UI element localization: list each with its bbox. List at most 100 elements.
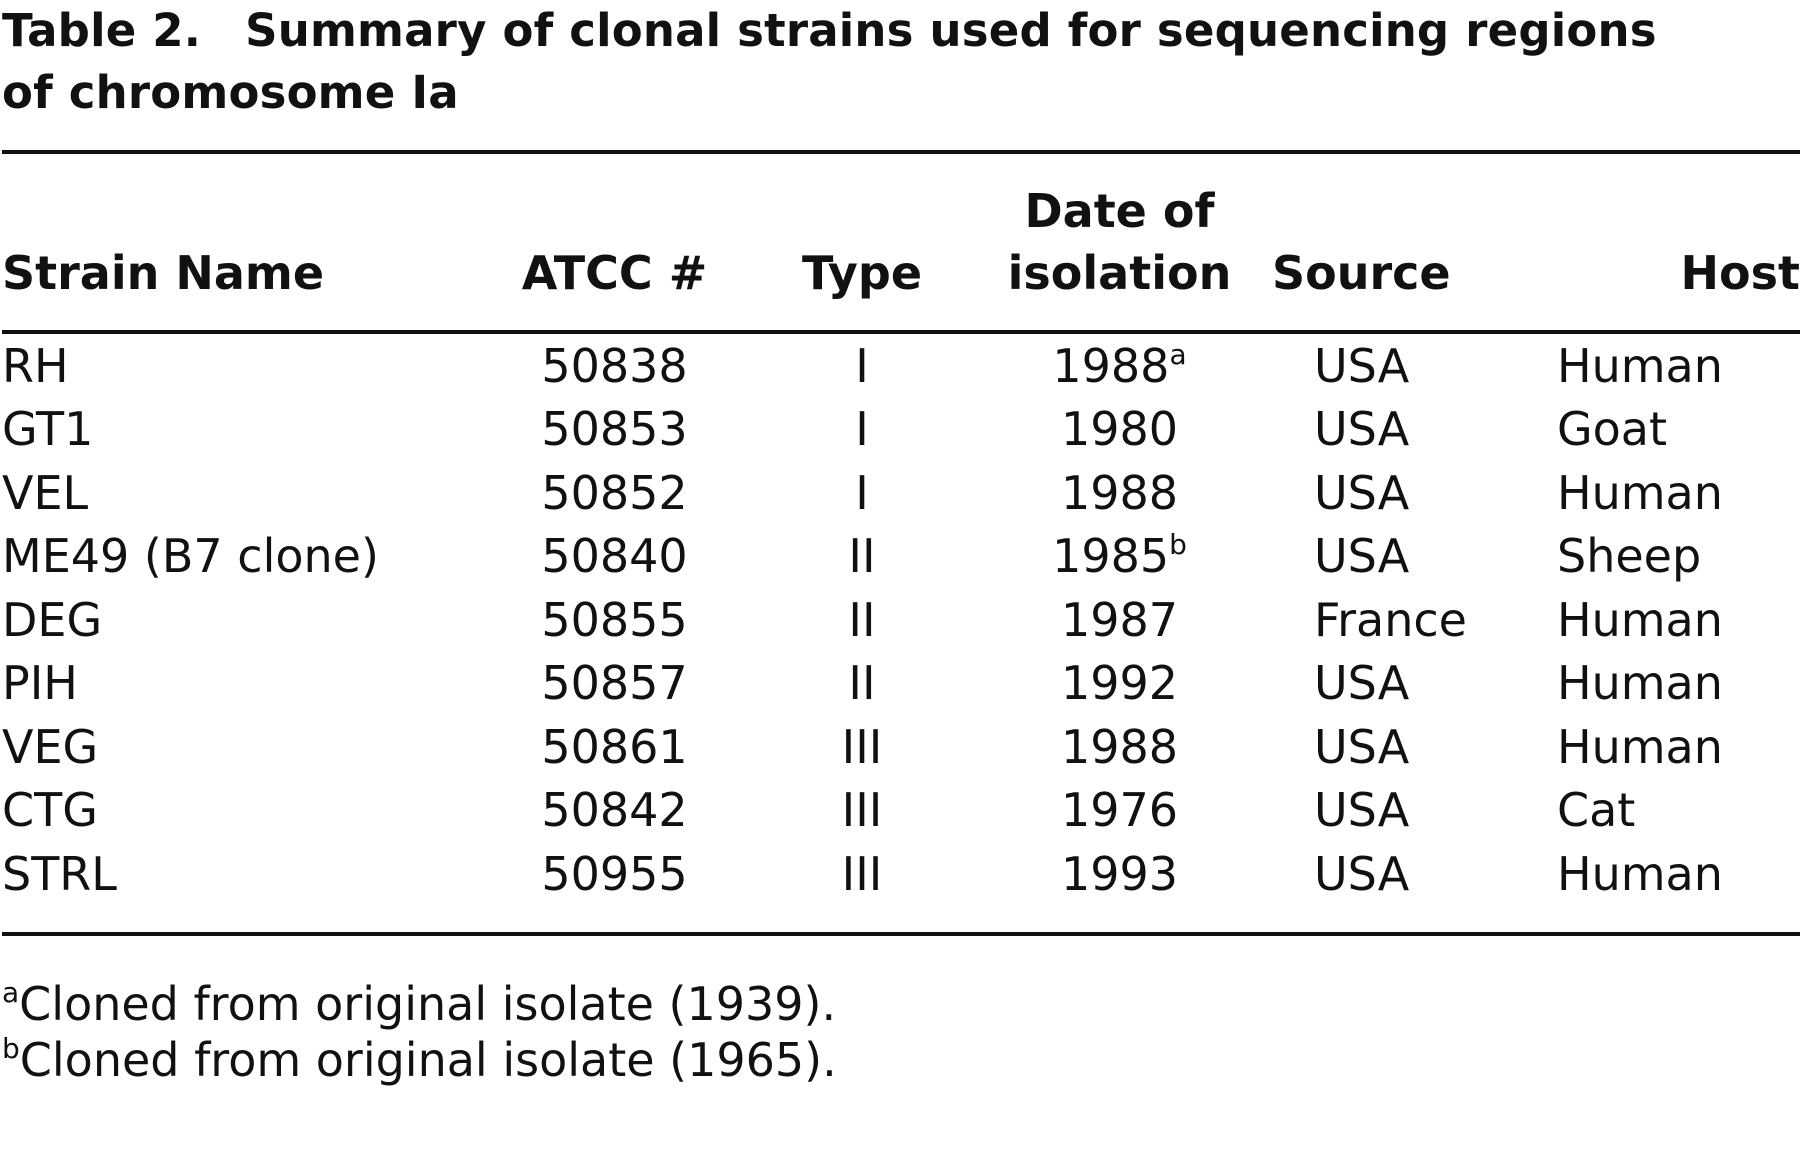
cell-host-value: Sheep [1557, 529, 1702, 584]
cell-type-value: II [848, 592, 876, 647]
cell-date-of-isolation: 1988 [967, 461, 1272, 525]
cell-source-value: USA [1314, 529, 1410, 584]
cell-date-of-isolation: 1980 [967, 398, 1272, 462]
cell-date-of-isolation-value: 1980 [1060, 402, 1179, 457]
cell-atcc: 50852 [472, 461, 757, 525]
header-date-line-2: isolation [1007, 246, 1232, 300]
footnotes: aCloned from original isolate (1939). bC… [2, 976, 1800, 1088]
cell-atcc-value: 50855 [541, 592, 688, 647]
header-source: Source [1272, 246, 1451, 300]
footnote-a: aCloned from original isolate (1939). [2, 976, 1800, 1032]
table-body: RH 50838 I 1988a USA Human GT1 50853 I 1980 USA Goa… [2, 330, 1800, 932]
cell-host-value: Cat [1557, 783, 1636, 838]
cell-date-of-isolation: 1987 [967, 588, 1272, 652]
cell-source-value: USA [1314, 402, 1410, 457]
cell-strain-name-value: RH [2, 338, 69, 393]
cell-strain-name-value: VEG [2, 719, 99, 774]
cell-date-of-isolation: 1985b [967, 525, 1272, 589]
cell-source: USA [1272, 652, 1557, 716]
cell-atcc-value: 50838 [541, 338, 688, 393]
table-title-line-2: of chromosome Ia [2, 66, 459, 119]
cell-host: Human [1557, 652, 1800, 716]
cell-strain-name: GT1 [2, 398, 472, 462]
cell-source: USA [1272, 398, 1557, 462]
cell-atcc: 50853 [472, 398, 757, 462]
date-footnote-mark: b [1169, 528, 1187, 562]
cell-strain-name: VEG [2, 715, 472, 779]
cell-host-value: Human [1557, 592, 1723, 647]
cell-host: Goat [1557, 398, 1800, 462]
cell-strain-name-value: STRL [2, 846, 117, 901]
date-footnote-mark: a [1169, 337, 1187, 371]
table-label: Table 2. [2, 4, 202, 57]
cell-source: USA [1272, 525, 1557, 589]
footnote-b: bCloned from original isolate (1965). [2, 1032, 1800, 1088]
cell-atcc-value: 50853 [541, 402, 688, 457]
table-row: DEG 50855 II 1987 France Human [2, 588, 1800, 652]
cell-source: USA [1272, 842, 1557, 932]
cell-atcc-value: 50852 [541, 465, 688, 520]
cell-atcc-value: 50842 [541, 783, 688, 838]
cell-date-of-isolation: 1988a [967, 334, 1272, 398]
cell-strain-name-value: CTG [2, 783, 98, 838]
table-row: VEL 50852 I 1988 USA Human [2, 461, 1800, 525]
cell-host-value: Human [1557, 465, 1723, 520]
cell-strain-name-value: ME49 (B7 clone) [2, 529, 379, 584]
cell-source: USA [1272, 461, 1557, 525]
cell-strain-name: CTG [2, 779, 472, 843]
cell-host: Human [1557, 715, 1800, 779]
cell-type: III [757, 779, 967, 843]
cell-source-value: USA [1314, 338, 1410, 393]
table-caption: Table 2. Summary of clonal strains used f… [2, 0, 1800, 124]
cell-atcc: 50840 [472, 525, 757, 589]
cell-strain-name: ME49 (B7 clone) [2, 525, 472, 589]
footnote-a-text: Cloned from original isolate (1939). [19, 976, 837, 1031]
cell-host: Human [1557, 334, 1800, 398]
cell-type-value: III [841, 719, 883, 774]
cell-source-value: USA [1314, 719, 1410, 774]
table-row: PIH 50857 II 1992 USA Human [2, 652, 1800, 716]
cell-type: I [757, 334, 967, 398]
cell-source-value: USA [1314, 846, 1410, 901]
cell-atcc: 50857 [472, 652, 757, 716]
cell-date-of-isolation-value: 1988 [1052, 338, 1170, 393]
top-rule [2, 150, 1800, 154]
cell-atcc-value: 50955 [541, 846, 688, 901]
header-strain-name: Strain Name [2, 246, 325, 300]
cell-strain-name-value: GT1 [2, 402, 94, 457]
cell-date-of-isolation: 1993 [967, 842, 1272, 932]
cell-atcc: 50955 [472, 842, 757, 932]
header-row: Strain Name ATCC # Type Date of isolation… [2, 154, 1800, 332]
table-row: CTG 50842 III 1976 USA Cat [2, 779, 1800, 843]
cell-atcc: 50838 [472, 334, 757, 398]
cell-source-value: USA [1314, 783, 1410, 838]
cell-type: III [757, 842, 967, 932]
cell-date-of-isolation-value: 1987 [1060, 592, 1179, 647]
cell-date-of-isolation-value: 1988 [1060, 465, 1179, 520]
cell-source: USA [1272, 715, 1557, 779]
cell-type-value: I [855, 402, 869, 457]
cell-source: USA [1272, 334, 1557, 398]
bottom-rule [2, 931, 1800, 936]
cell-atcc-value: 50840 [541, 529, 688, 584]
cell-date-of-isolation-value: 1992 [1060, 656, 1179, 711]
header-date-line-1: Date of [1024, 184, 1215, 238]
table-row: RH 50838 I 1988a USA Human [2, 334, 1800, 398]
cell-strain-name: STRL [2, 842, 472, 932]
footnote-b-mark: b [2, 1031, 20, 1065]
cell-type-value: I [855, 338, 869, 393]
cell-strain-name-value: VEL [2, 465, 89, 520]
cell-strain-name: VEL [2, 461, 472, 525]
cell-type-value: II [848, 529, 876, 584]
table-title-line-1: Summary of clonal strains used for seque… [245, 4, 1657, 57]
table-row: ME49 (B7 clone) 50840 II 1985b USA Sheep [2, 525, 1800, 589]
cell-source: USA [1272, 779, 1557, 843]
footnote-b-text: Cloned from original isolate (1965). [19, 1032, 837, 1087]
cell-atcc: 50855 [472, 588, 757, 652]
cell-host: Human [1557, 588, 1800, 652]
cell-source-value: USA [1314, 656, 1410, 711]
cell-source-value: USA [1314, 465, 1410, 520]
cell-date-of-isolation: 1992 [967, 652, 1272, 716]
cell-type-value: I [855, 465, 869, 520]
